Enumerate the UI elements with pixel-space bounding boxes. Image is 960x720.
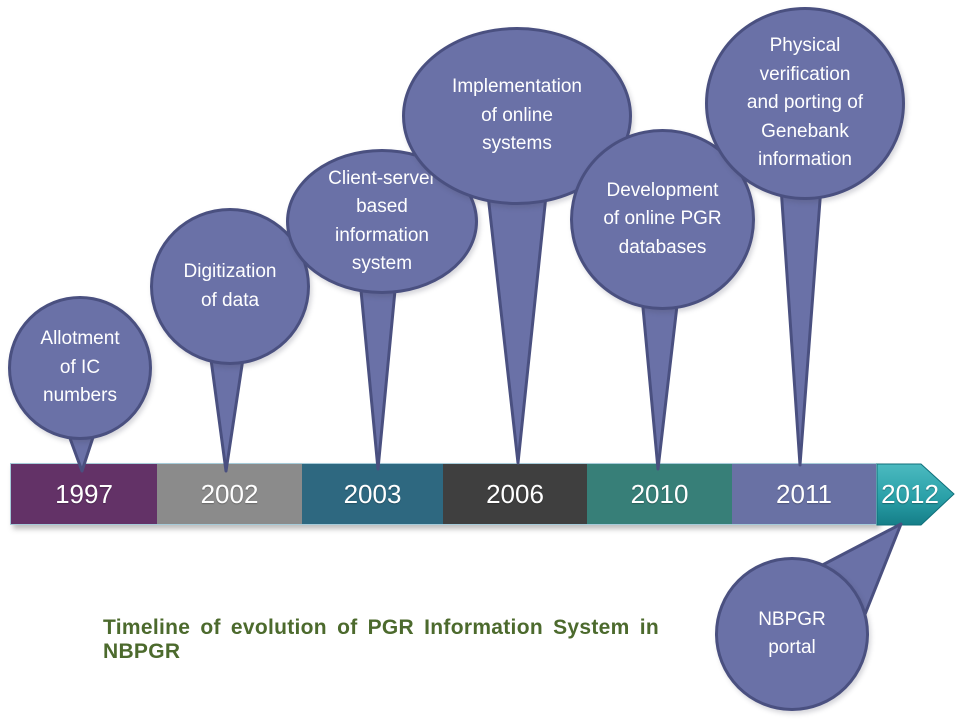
timeline-segment-2010: 2010 xyxy=(587,464,732,524)
slide-caption: Timeline of evolution of PGR Information… xyxy=(103,616,659,663)
callout-2003: Client-server based information system xyxy=(286,149,478,294)
timeline-segment-1997: 1997 xyxy=(11,464,157,524)
callout-label: Development of online PGR databases xyxy=(603,179,722,258)
callout-tail-2011 xyxy=(779,185,823,467)
timeline-segment-2003: 2003 xyxy=(302,464,443,524)
timeline-segment-2011: 2011 xyxy=(732,464,876,524)
callout-tail-2010 xyxy=(640,295,680,471)
callout-1997: Allotment of IC numbers xyxy=(8,296,152,440)
callout-label: Digitization of data xyxy=(183,261,277,311)
callout-tail-2002 xyxy=(208,350,246,473)
callout-2010: Development of online PGR databases xyxy=(570,129,755,310)
callout-label: Allotment of IC numbers xyxy=(40,328,120,407)
callout-label: Client-server based information system xyxy=(328,167,436,275)
timeline-segment-2002: 2002 xyxy=(157,464,302,524)
year-label-2012: 2012 xyxy=(881,479,939,509)
callout-label: NBPGR portal xyxy=(758,608,826,659)
callout-label: Implementation of online systems xyxy=(452,76,582,155)
callout-tail-2006 xyxy=(485,184,549,465)
timeline-bar: 1997 2002 2003 2006 2010 2011 xyxy=(10,463,877,525)
callout-label: Physical verification and porting of Gen… xyxy=(746,35,864,171)
callout-tail-2003 xyxy=(358,278,398,471)
callout-2011: Physical verification and porting of Gen… xyxy=(705,7,905,200)
callout-2012: NBPGR portal xyxy=(715,557,869,711)
timeline-segment-2006: 2006 xyxy=(443,464,587,524)
